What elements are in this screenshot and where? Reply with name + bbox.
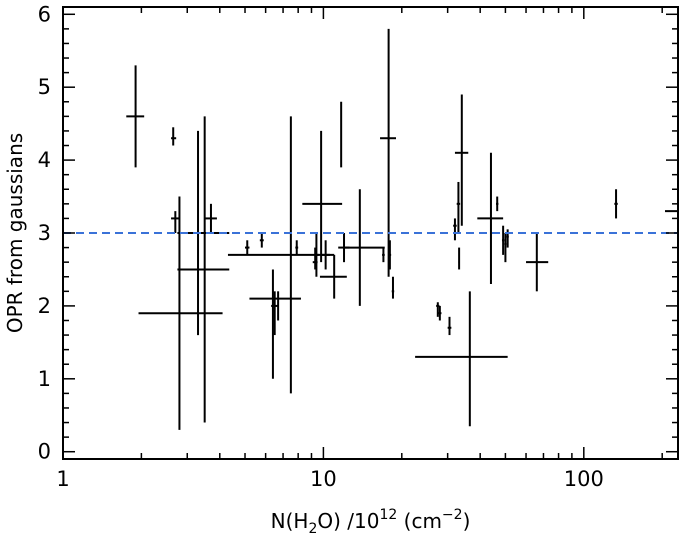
chart-marks bbox=[126, 28, 678, 430]
data-point bbox=[321, 240, 330, 270]
data-point bbox=[380, 28, 396, 277]
x-tick-label: 1 bbox=[56, 467, 69, 491]
x-axis: 1 10 100 bbox=[56, 7, 663, 491]
y-tick-label: 6 bbox=[38, 2, 51, 26]
data-point bbox=[171, 211, 180, 233]
data-point bbox=[340, 101, 343, 168]
x-axis-label-part: ) bbox=[463, 509, 471, 533]
data-point bbox=[295, 240, 299, 255]
data-point bbox=[138, 196, 223, 430]
x-axis-label-part: 12 bbox=[379, 507, 397, 523]
data-point bbox=[477, 152, 504, 285]
data-point bbox=[454, 94, 469, 226]
data-point bbox=[456, 181, 461, 233]
y-tick-label: 5 bbox=[38, 75, 51, 99]
data-point bbox=[343, 189, 385, 306]
data-point bbox=[315, 233, 319, 277]
data-point bbox=[614, 189, 618, 219]
y-tick-label: 3 bbox=[38, 221, 51, 245]
data-point bbox=[495, 196, 499, 212]
data-point bbox=[504, 233, 507, 263]
data-point bbox=[447, 316, 452, 336]
data-point bbox=[245, 240, 250, 255]
data-point bbox=[177, 116, 230, 423]
data-point bbox=[171, 127, 177, 146]
data-point bbox=[382, 247, 385, 263]
data-point bbox=[259, 233, 264, 248]
x-axis-label: N(H2O) /1012 (cm−2) bbox=[271, 507, 471, 533]
x-axis-label-part: 2 bbox=[308, 521, 317, 533]
y-tick-label: 2 bbox=[38, 294, 51, 318]
y-axis-label: OPR from gaussians bbox=[3, 133, 27, 333]
data-point bbox=[126, 65, 145, 168]
data-point bbox=[319, 254, 347, 299]
data-point bbox=[458, 247, 461, 270]
x-tick-label: 100 bbox=[564, 467, 604, 491]
x-tick-label: 10 bbox=[310, 467, 337, 491]
y-axis: 0 1 2 3 4 5 6 bbox=[38, 2, 678, 464]
data-point bbox=[453, 218, 457, 241]
x-axis-label-part: (cm bbox=[397, 509, 442, 533]
data-point bbox=[271, 269, 274, 379]
y-tick-label: 0 bbox=[38, 440, 51, 464]
x-axis-label-part: O) /10 bbox=[317, 509, 379, 533]
data-point bbox=[415, 291, 508, 427]
data-point bbox=[501, 225, 505, 255]
x-axis-label-part: −2 bbox=[442, 507, 463, 523]
y-tick-label: 4 bbox=[38, 148, 51, 172]
data-point bbox=[391, 276, 395, 299]
x-axis-label-part: N(H bbox=[271, 509, 309, 533]
data-point bbox=[526, 233, 549, 292]
data-point bbox=[438, 305, 442, 321]
y-tick-label: 1 bbox=[38, 367, 51, 391]
data-point bbox=[204, 203, 217, 233]
data-point bbox=[302, 130, 343, 263]
